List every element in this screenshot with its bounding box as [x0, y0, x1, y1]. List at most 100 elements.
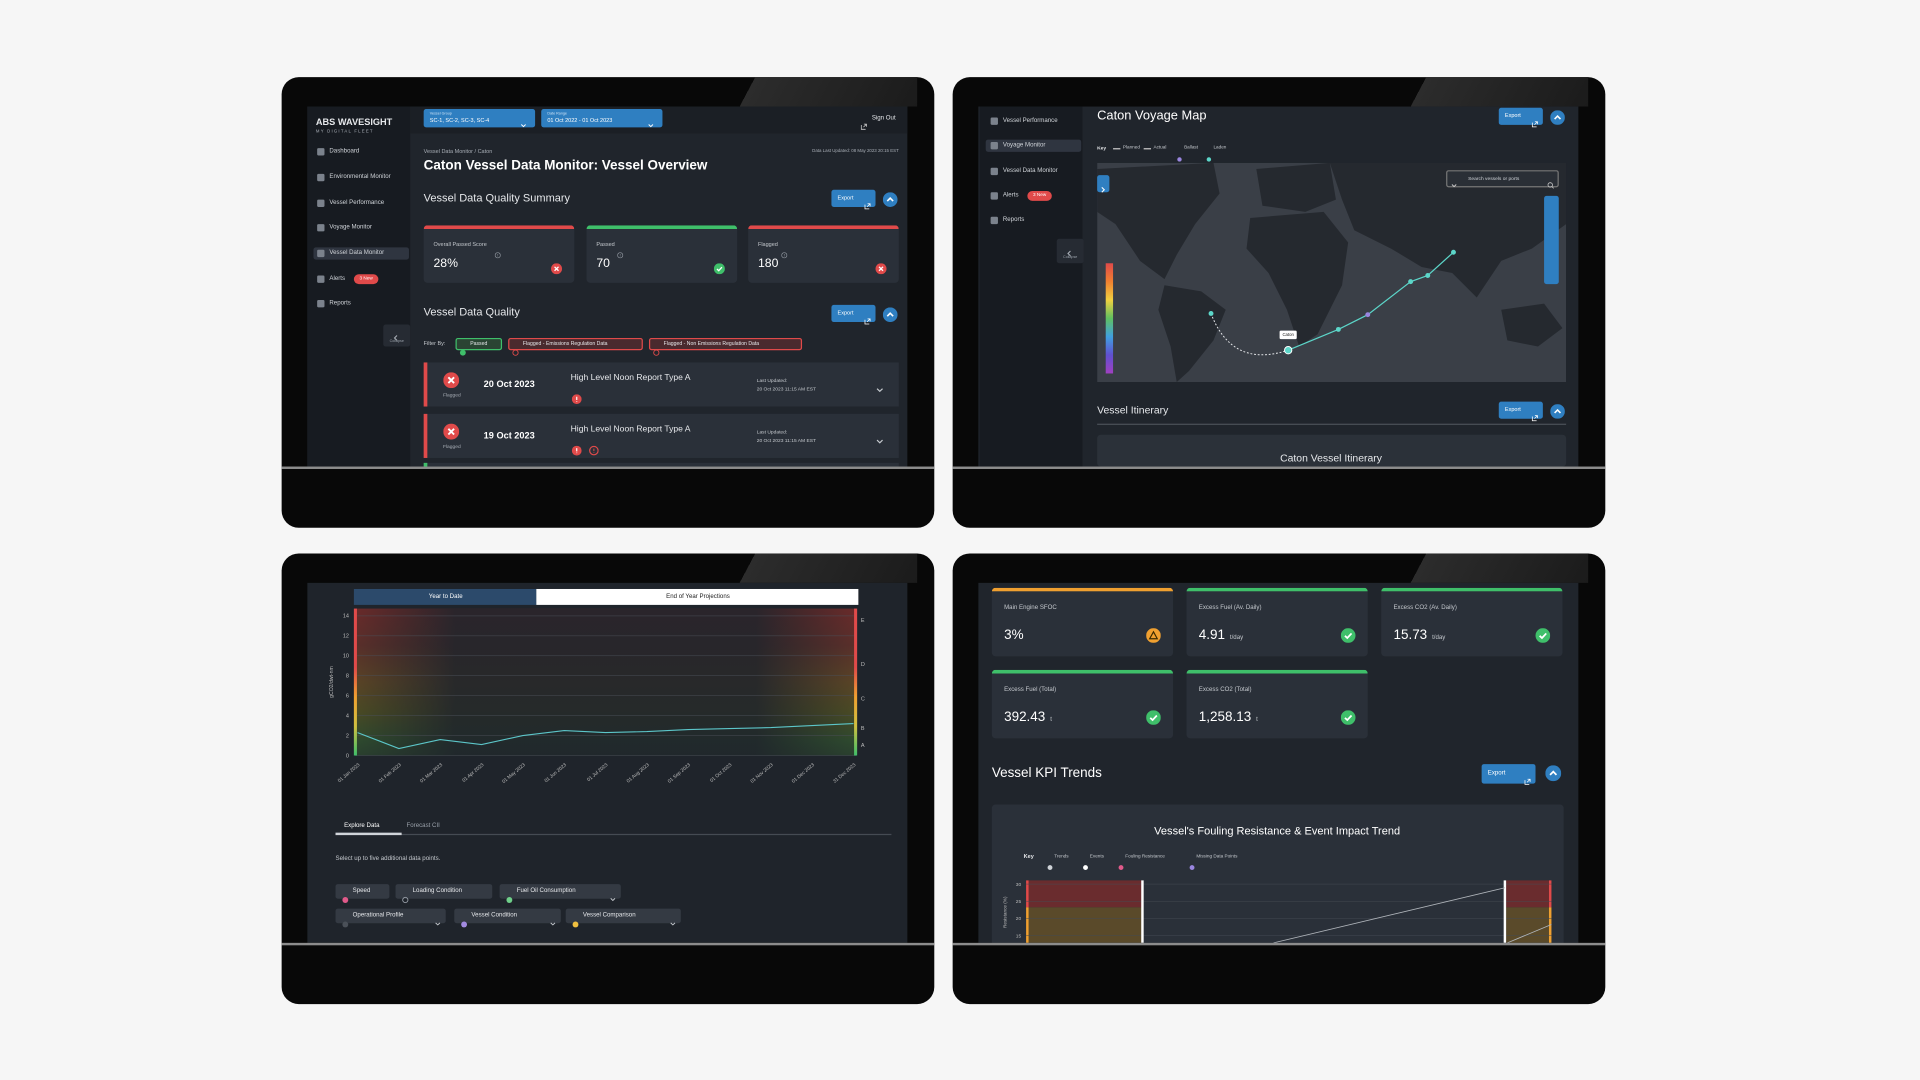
- data-chip[interactable]: [335, 908, 446, 924]
- icon[interactable]: [653, 340, 660, 356]
- icon[interactable]: [1547, 174, 1556, 189]
- tab-active[interactable]: [353, 588, 537, 605]
- icon-part[interactable]: [653, 349, 660, 356]
- tab[interactable]: Forecast CII: [406, 822, 440, 830]
- sign-out[interactable]: Sign Out: [871, 114, 896, 122]
- nav-item[interactable]: Reports: [1002, 216, 1025, 224]
- icon-part[interactable]: [460, 921, 468, 928]
- icon[interactable]: [1550, 403, 1565, 419]
- icon-part[interactable]: [864, 202, 871, 209]
- filter-chip[interactable]: [508, 337, 643, 351]
- export-label[interactable]: Export: [1504, 112, 1521, 119]
- data-row[interactable]: [423, 362, 899, 407]
- icon[interactable]: [342, 888, 349, 903]
- icon[interactable]: [433, 912, 442, 925]
- export-label[interactable]: Export: [1487, 769, 1506, 777]
- icon-part[interactable]: [1547, 182, 1553, 188]
- nav-item[interactable]: Vessel Data Monitor: [1002, 167, 1058, 175]
- icon-part[interactable]: [512, 349, 519, 356]
- nav-item[interactable]: Alerts: [1002, 191, 1019, 199]
- icon-part[interactable]: [1550, 110, 1565, 125]
- export-label[interactable]: Export: [837, 309, 854, 316]
- icon-part[interactable]: [860, 123, 867, 130]
- export-button[interactable]: [1481, 764, 1536, 784]
- icon-part[interactable]: [459, 349, 466, 356]
- export-button[interactable]: [1498, 107, 1543, 125]
- icon-part[interactable]: [549, 919, 558, 928]
- icon-part[interactable]: [342, 897, 349, 903]
- icon-part[interactable]: [882, 192, 898, 207]
- icon-part[interactable]: [393, 335, 398, 341]
- icon-part[interactable]: [647, 121, 656, 130]
- icon[interactable]: [1531, 112, 1540, 127]
- icon[interactable]: [1545, 765, 1562, 782]
- nav-item[interactable]: Vessel Performance: [1002, 116, 1058, 125]
- icon[interactable]: [882, 306, 898, 323]
- icon[interactable]: [402, 888, 409, 904]
- icon[interactable]: [1098, 179, 1108, 193]
- icon-part[interactable]: [648, 124, 654, 128]
- icon-part[interactable]: [512, 349, 519, 356]
- export-button[interactable]: [831, 304, 876, 323]
- filter-chip[interactable]: [648, 337, 803, 351]
- nav-item[interactable]: Vessel Data Monitor: [329, 249, 385, 257]
- nav-item[interactable]: Voyage Monitor: [1002, 141, 1046, 149]
- icon-part[interactable]: [459, 349, 466, 356]
- tab[interactable]: Explore Data: [344, 822, 380, 830]
- icon-part[interactable]: [1523, 777, 1532, 786]
- icon-part[interactable]: [876, 439, 883, 444]
- icon[interactable]: [882, 191, 898, 207]
- nav-item[interactable]: Reports: [329, 299, 351, 307]
- icon-part[interactable]: [572, 921, 579, 928]
- icon[interactable]: [1064, 242, 1074, 257]
- filter-chip-label[interactable]: Passed: [470, 340, 488, 347]
- icon-part[interactable]: [670, 921, 676, 925]
- export-button[interactable]: [1498, 401, 1543, 419]
- data-chip[interactable]: [499, 884, 621, 899]
- icon-part[interactable]: [1451, 184, 1457, 188]
- icon[interactable]: [669, 912, 678, 925]
- icon-part[interactable]: [882, 307, 898, 323]
- icon-part[interactable]: [610, 897, 616, 901]
- expand-button[interactable]: [1097, 175, 1110, 193]
- data-chip-label[interactable]: Fuel Oil Consumption: [516, 887, 576, 895]
- icon[interactable]: [512, 340, 519, 356]
- icon-part[interactable]: [506, 896, 513, 903]
- icon-part[interactable]: [1547, 181, 1556, 190]
- icon-part[interactable]: [1545, 765, 1562, 782]
- icon-part[interactable]: [461, 921, 468, 928]
- icon-part[interactable]: [1531, 413, 1540, 422]
- data-chip-label[interactable]: Vessel Condition: [471, 911, 518, 919]
- icon[interactable]: [549, 912, 558, 925]
- icon-part[interactable]: [342, 921, 349, 928]
- icon-part[interactable]: [433, 919, 442, 928]
- icon-part[interactable]: [519, 121, 528, 130]
- filter-chip-label[interactable]: Flagged - Non Emissions Regulation Data: [663, 340, 760, 347]
- filter-chip[interactable]: [455, 337, 503, 351]
- icon-part[interactable]: [882, 307, 898, 323]
- icon[interactable]: [519, 114, 528, 128]
- search-placeholder[interactable]: Search vessels or ports: [1468, 175, 1520, 182]
- nav-item[interactable]: Vessel Performance: [329, 198, 385, 207]
- data-chip[interactable]: [565, 908, 681, 924]
- data-chip-label[interactable]: Vessel Comparison: [582, 911, 636, 919]
- icon[interactable]: [342, 912, 349, 928]
- icon-part[interactable]: [1551, 186, 1554, 189]
- data-chip[interactable]: [454, 908, 561, 924]
- icon[interactable]: [1450, 174, 1459, 188]
- icon-part[interactable]: [402, 896, 409, 904]
- icon[interactable]: [572, 912, 579, 928]
- icon-part[interactable]: [550, 921, 556, 925]
- icon[interactable]: [863, 309, 872, 324]
- icon-part[interactable]: [669, 919, 678, 928]
- data-chip-label[interactable]: Speed: [352, 887, 371, 895]
- export-label[interactable]: Export: [837, 194, 854, 201]
- icon[interactable]: [860, 115, 869, 130]
- icon-part[interactable]: [435, 921, 441, 925]
- nav-item[interactable]: Dashboard: [329, 147, 360, 155]
- icon[interactable]: [874, 431, 885, 444]
- icon[interactable]: [460, 912, 468, 928]
- icon-part[interactable]: [402, 896, 409, 904]
- data-chip-label[interactable]: Loading Condition: [412, 887, 463, 895]
- icon-part[interactable]: [572, 921, 579, 928]
